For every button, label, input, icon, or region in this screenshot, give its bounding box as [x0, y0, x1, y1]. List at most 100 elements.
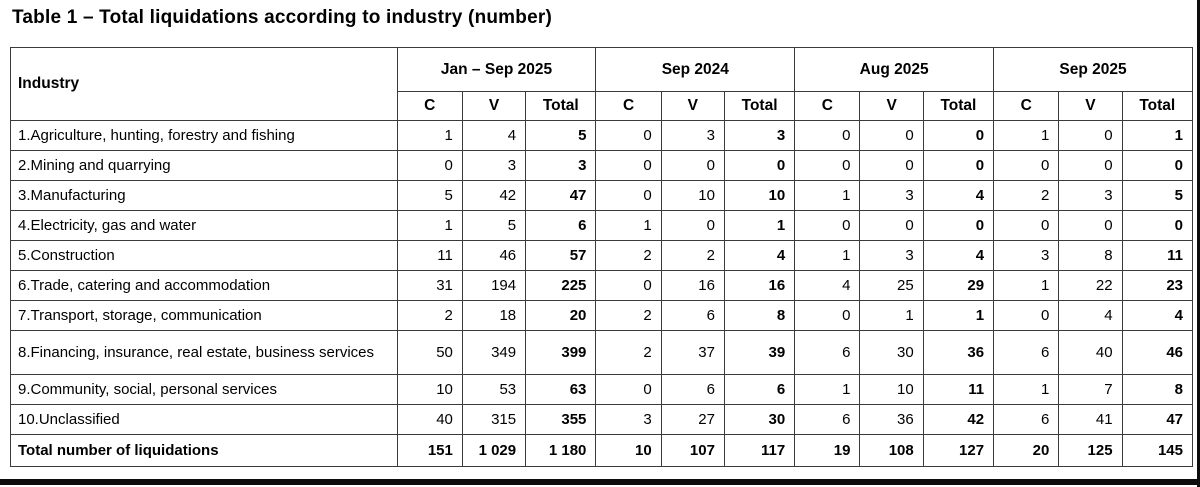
industry-cell: 9.Community, social, personal services: [10, 374, 398, 405]
industry-cell: 7.Transport, storage, communication: [10, 300, 398, 331]
value-cell: 0: [595, 180, 662, 211]
value-cell: 0: [794, 150, 861, 181]
table-row: 7.Transport, storage, communication 2 18…: [10, 300, 1194, 331]
value-cell: 1: [794, 240, 861, 271]
sub-header-total: Total: [1121, 91, 1194, 121]
value-cell: 0: [1058, 210, 1123, 241]
value-cell: 0: [1121, 150, 1194, 181]
value-cell: 3: [595, 404, 662, 435]
value-cell: 20: [993, 434, 1060, 467]
value-cell: 0: [922, 120, 995, 151]
value-cell: 3: [1058, 180, 1123, 211]
value-cell: 1: [794, 374, 861, 405]
table-row: 6.Trade, catering and accommodation 31 1…: [10, 270, 1194, 301]
value-cell: 30: [859, 330, 924, 375]
table-row: 2.Mining and quarrying 0 3 3 0 0 0 0 0 0…: [10, 150, 1194, 181]
value-cell: 4: [1121, 300, 1194, 331]
value-cell: 0: [794, 210, 861, 241]
value-cell: 47: [1121, 404, 1194, 435]
industry-cell: 1.Agriculture, hunting, forestry and fis…: [10, 120, 398, 151]
value-cell: 42: [461, 180, 527, 211]
group-header-sep-2024: Sep 2024: [595, 47, 796, 92]
sub-header-total: Total: [723, 91, 796, 121]
value-cell: 1: [993, 120, 1060, 151]
value-cell: 6: [723, 374, 796, 405]
value-cell: 1: [794, 180, 861, 211]
value-cell: 31: [396, 270, 463, 301]
value-cell: 46: [1121, 330, 1194, 375]
industry-cell: 6.Trade, catering and accommodation: [10, 270, 398, 301]
value-cell: 107: [660, 434, 725, 467]
value-cell: 40: [396, 404, 463, 435]
sub-header-c: C: [993, 91, 1060, 121]
value-cell: 0: [794, 300, 861, 331]
sub-header-v: V: [660, 91, 725, 121]
value-cell: 117: [723, 434, 796, 467]
value-cell: 46: [461, 240, 527, 271]
value-cell: 5: [525, 120, 597, 151]
industry-cell: 8.Financing, insurance, real estate, bus…: [10, 330, 398, 375]
value-cell: 2: [595, 240, 662, 271]
value-cell: 3: [993, 240, 1060, 271]
value-cell: 5: [396, 180, 463, 211]
value-cell: 0: [993, 150, 1060, 181]
table-row: 8.Financing, insurance, real estate, bus…: [10, 330, 1194, 375]
value-cell: 5: [461, 210, 527, 241]
value-cell: 0: [993, 300, 1060, 331]
value-cell: 0: [595, 120, 662, 151]
value-cell: 3: [723, 120, 796, 151]
group-header-jan-sep-2025: Jan – Sep 2025: [396, 47, 597, 92]
value-cell: 0: [595, 150, 662, 181]
value-cell: 18: [461, 300, 527, 331]
value-cell: 7: [1058, 374, 1123, 405]
industry-cell: 5.Construction: [10, 240, 398, 271]
sub-header-total: Total: [922, 91, 995, 121]
value-cell: 30: [723, 404, 796, 435]
value-cell: 0: [660, 210, 725, 241]
value-cell: 3: [525, 150, 597, 181]
value-cell: 23: [1121, 270, 1194, 301]
value-cell: 225: [525, 270, 597, 301]
value-cell: 1: [595, 210, 662, 241]
value-cell: 194: [461, 270, 527, 301]
value-cell: 1 180: [525, 434, 597, 467]
value-cell: 10: [595, 434, 662, 467]
value-cell: 151: [396, 434, 463, 467]
value-cell: 1: [993, 270, 1060, 301]
group-header-sep-2025: Sep 2025: [993, 47, 1193, 92]
value-cell: 50: [396, 330, 463, 375]
value-cell: 2: [595, 300, 662, 331]
value-cell: 16: [723, 270, 796, 301]
value-cell: 4: [723, 240, 796, 271]
table-row: 4.Electricity, gas and water 1 5 6 1 0 1…: [10, 210, 1194, 241]
table-row: 5.Construction 11 46 57 2 2 4 1 3 4 3 8 …: [10, 240, 1194, 271]
sub-header-c: C: [595, 91, 662, 121]
value-cell: 2: [396, 300, 463, 331]
value-cell: 0: [859, 150, 924, 181]
value-cell: 1: [1121, 120, 1194, 151]
value-cell: 1: [723, 210, 796, 241]
value-cell: 2: [993, 180, 1060, 211]
value-cell: 0: [723, 150, 796, 181]
value-cell: 0: [660, 150, 725, 181]
liquidations-table: Industry Jan – Sep 2025 Sep 2024 Aug 202…: [10, 47, 1194, 467]
value-cell: 3: [859, 180, 924, 211]
sub-header-v: V: [859, 91, 924, 121]
value-cell: 0: [922, 210, 995, 241]
total-row-label: Total number of liquidations: [10, 434, 398, 467]
value-cell: 4: [1058, 300, 1123, 331]
value-cell: 10: [660, 180, 725, 211]
value-cell: 0: [396, 150, 463, 181]
value-cell: 0: [1058, 120, 1123, 151]
value-cell: 6: [993, 404, 1060, 435]
value-cell: 0: [859, 210, 924, 241]
value-cell: 2: [595, 330, 662, 375]
value-cell: 8: [1058, 240, 1123, 271]
table-row: 10.Unclassified 40 315 355 3 27 30 6 36 …: [10, 404, 1194, 435]
value-cell: 63: [525, 374, 597, 405]
sub-header-v: V: [461, 91, 527, 121]
value-cell: 6: [993, 330, 1060, 375]
value-cell: 3: [859, 240, 924, 271]
value-cell: 4: [794, 270, 861, 301]
